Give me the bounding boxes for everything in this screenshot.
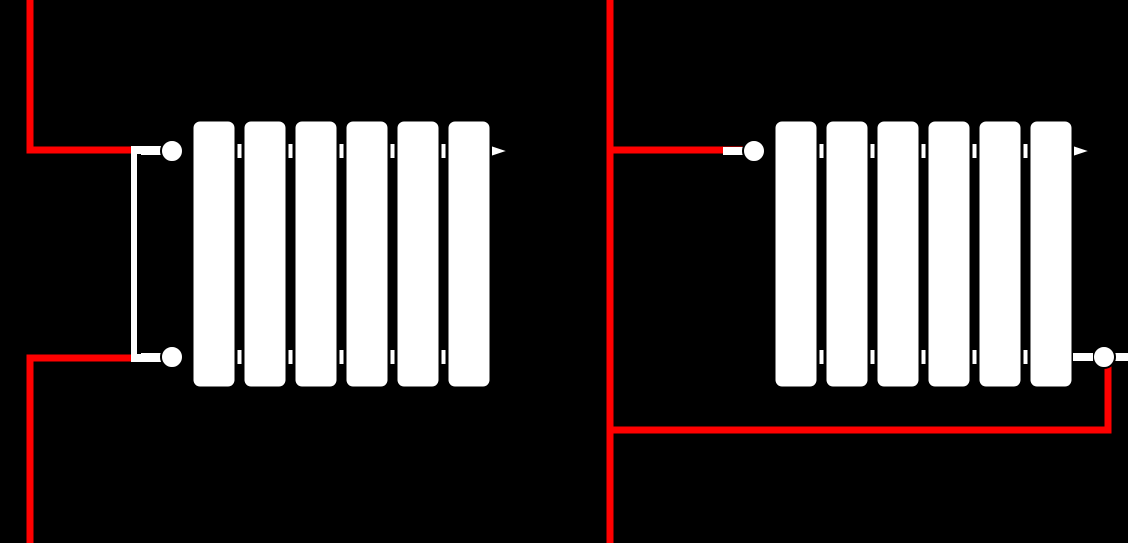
valve-body: [161, 346, 183, 368]
radiator-section: [927, 120, 971, 388]
radiator-section: [243, 120, 287, 388]
diagram-canvas: [0, 0, 1128, 543]
radiator-section: [774, 120, 818, 388]
valve-stub: [1073, 353, 1093, 361]
bypass-pipe: [131, 146, 137, 362]
valve-body: [743, 140, 765, 162]
radiator-section: [345, 120, 389, 388]
radiator-section: [978, 120, 1022, 388]
radiator-section: [294, 120, 338, 388]
radiator-section: [192, 120, 236, 388]
valve-body: [161, 140, 183, 162]
radiator-section: [825, 120, 869, 388]
radiator-section: [447, 120, 491, 388]
valve-body: [1093, 346, 1115, 368]
radiator-section: [396, 120, 440, 388]
radiator-section: [876, 120, 920, 388]
radiator-section: [1029, 120, 1073, 388]
